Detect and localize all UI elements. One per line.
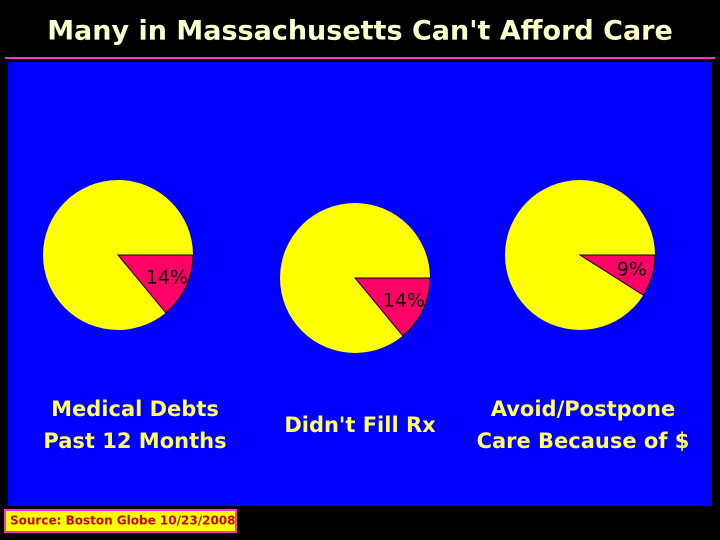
chart-title: Didn't Fill Rx	[284, 413, 436, 437]
pie-slice	[116, 254, 194, 314]
source-box	[4, 509, 237, 533]
chart-title: Medical Debts	[51, 397, 219, 421]
pie-slice	[353, 277, 431, 337]
chart-title: Care Because of $	[477, 429, 690, 453]
chart-title: Past 12 Months	[43, 429, 226, 453]
source: Source: Boston Globe 10/23/2008	[10, 514, 236, 528]
data-label: 9%	[617, 259, 647, 281]
data-label: 14%	[146, 266, 188, 288]
data-label: 14%	[383, 289, 425, 311]
pie-slice	[578, 254, 656, 296]
slide-title: Many in Massachusetts Can't Afford Care	[47, 16, 673, 47]
chart-title: Avoid/Postpone	[491, 397, 676, 421]
